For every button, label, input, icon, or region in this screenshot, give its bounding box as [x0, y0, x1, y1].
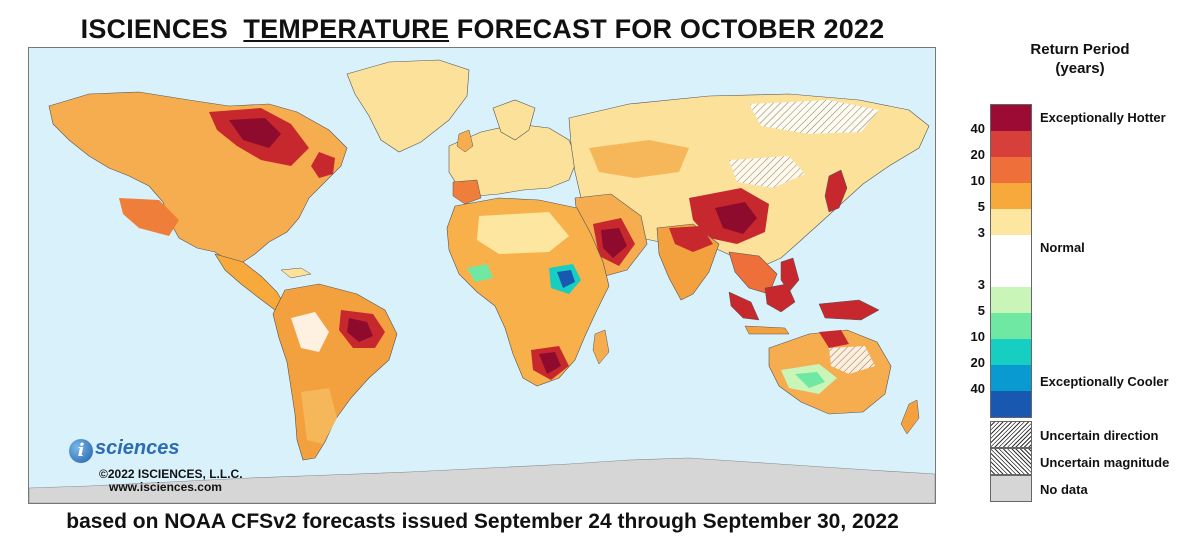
legend-label-uncertain-direction: Uncertain direction	[1040, 428, 1159, 443]
legend-title: Return Period (years)	[990, 40, 1170, 78]
scale-segment-cool-5	[991, 391, 1031, 417]
tick-label-cool-3: 3	[977, 277, 985, 292]
india-north-red	[669, 226, 713, 252]
china-hotspot-core	[715, 202, 757, 234]
tick-label-cool-10: 10	[970, 329, 985, 344]
tick-label-hot-10: 10	[970, 173, 985, 188]
west-africa-green	[467, 264, 493, 282]
legend-label-cooler: Exceptionally Cooler	[1040, 374, 1169, 389]
scale-segment-hot-3	[991, 157, 1031, 183]
world-map-graphic	[29, 59, 935, 503]
legend-label-hotter: Exceptionally Hotter	[1040, 110, 1166, 125]
tick-label-hot-40: 40	[970, 121, 985, 136]
canada-hotspot-core	[229, 118, 281, 148]
tick-label-cool-5: 5	[977, 303, 985, 318]
legend-title-line1: Return Period	[1030, 41, 1130, 58]
scale-segment-cool-3	[991, 339, 1031, 365]
scandinavia	[492, 99, 536, 141]
siberia-uncertain	[749, 100, 879, 134]
scale-segment-hot-1	[991, 105, 1031, 131]
isciences-logo: i sciences ©2022 ISCIENCES, L.L.C. www.i…	[69, 437, 289, 497]
sahara-light	[477, 212, 569, 254]
southern-africa-core	[539, 352, 561, 374]
color-scale-bar	[990, 104, 1032, 418]
uncertain-direction-swatch	[990, 421, 1032, 448]
title-post: FORECAST FOR OCTOBER 2022	[456, 14, 885, 44]
isciences-logo-mark: i	[69, 439, 93, 463]
north-america	[48, 91, 348, 263]
arabia-hotspot-core	[601, 228, 627, 258]
no-data-swatch	[990, 475, 1032, 502]
scale-segment-hot-4	[991, 183, 1031, 209]
scale-segment-normal	[991, 235, 1031, 287]
amazon-normal	[291, 312, 329, 352]
central-asia-orange	[589, 140, 689, 178]
scale-segment-hot-5	[991, 209, 1031, 235]
tick-label-hot-3: 3	[977, 225, 985, 240]
new-zealand	[900, 399, 920, 435]
website-link[interactable]: www.isciences.com	[109, 480, 222, 494]
brazil-hotspot-core	[347, 318, 373, 342]
scale-segment-cool-2	[991, 313, 1031, 339]
legend-title-line2: (years)	[1055, 60, 1105, 77]
legend-label-normal: Normal	[1040, 240, 1085, 255]
horn-cool-core	[557, 270, 575, 288]
scale-segment-cool-4	[991, 365, 1031, 391]
world-map: i sciences ©2022 ISCIENCES, L.L.C. www.i…	[28, 47, 936, 504]
map-title: ISCIENCES TEMPERATURE FORECAST FOR OCTOB…	[0, 14, 965, 45]
australia-north-red	[819, 330, 849, 348]
caribbean	[280, 267, 312, 279]
borneo	[764, 283, 796, 313]
central-america	[214, 253, 286, 311]
new-guinea	[818, 299, 880, 321]
scale-segment-hot-2	[991, 131, 1031, 157]
philippines	[780, 257, 800, 293]
greenland	[346, 59, 470, 153]
australia-cool-core	[795, 372, 825, 388]
copyright-notice: ©2022 ISCIENCES, L.L.C.	[99, 467, 243, 481]
uncertain-magnitude-swatch	[990, 448, 1032, 475]
argentina-warm	[301, 388, 337, 444]
sumatra	[728, 291, 760, 321]
title-underlined: TEMPERATURE	[243, 14, 450, 44]
us-southwest-warm	[119, 198, 179, 236]
tick-label-hot-20: 20	[970, 147, 985, 162]
japan	[824, 169, 848, 213]
uk	[456, 129, 474, 153]
madagascar	[592, 329, 610, 365]
isciences-logo-word: sciences	[95, 437, 180, 459]
tick-label-hot-5: 5	[977, 199, 985, 214]
legend-label-uncertain-magnitude: Uncertain magnitude	[1040, 455, 1170, 470]
iberia	[452, 179, 482, 205]
source-note: based on NOAA CFSv2 forecasts issued Sep…	[66, 510, 899, 533]
south-america	[272, 283, 398, 461]
java	[744, 325, 790, 335]
scale-segment-cool-1	[991, 287, 1031, 313]
tick-label-cool-40: 40	[970, 381, 985, 396]
tick-label-cool-20: 20	[970, 355, 985, 370]
australia-uncertain	[829, 346, 875, 374]
legend-label-no-data: No data	[1040, 482, 1088, 497]
antarctica	[29, 457, 935, 503]
mongolia-uncertain	[729, 156, 805, 188]
title-pre: ISCIENCES	[80, 14, 228, 44]
east-canada-red	[311, 152, 335, 178]
